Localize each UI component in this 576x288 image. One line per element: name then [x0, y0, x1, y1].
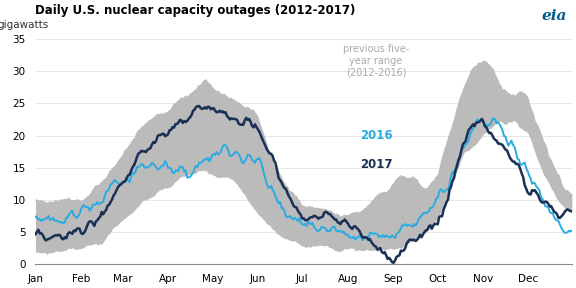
Text: Daily U.S. nuclear capacity outages (2012-2017): Daily U.S. nuclear capacity outages (201… — [35, 4, 356, 17]
Text: 2016: 2016 — [360, 129, 392, 142]
Text: previous five-
year range
(2012-2016): previous five- year range (2012-2016) — [343, 44, 409, 78]
Text: gigawatts: gigawatts — [0, 20, 49, 30]
Text: 2017: 2017 — [360, 158, 392, 171]
Text: eia: eia — [542, 9, 567, 23]
